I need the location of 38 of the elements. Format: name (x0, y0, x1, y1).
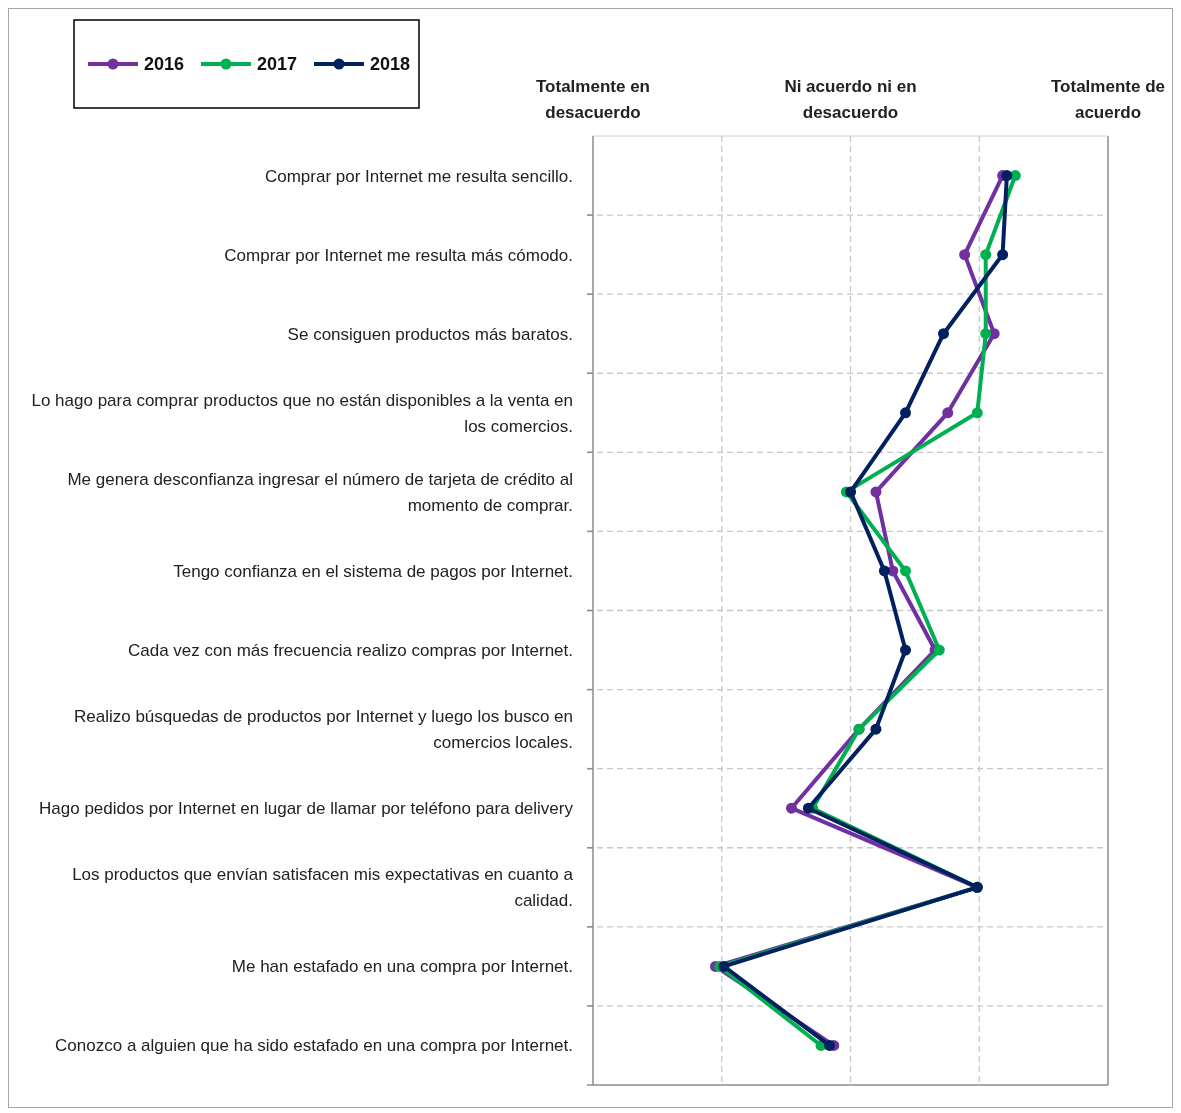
point (980, 328, 992, 340)
y-tick-label: Me genera desconfianza ingresar el número de tarjeta de crédito al momento de comprar. (67, 469, 573, 515)
y-tick-label: Me han estafado en una compra por Internet. (231, 957, 573, 977)
text: Totalmente de acuerdo (1051, 77, 1165, 122)
point (959, 249, 971, 261)
point (980, 249, 992, 261)
point (785, 802, 797, 814)
text: Ni acuerdo ni en desacuerdo (784, 77, 917, 122)
point (870, 486, 882, 498)
point (823, 1039, 835, 1051)
point (971, 407, 983, 419)
point (718, 960, 730, 972)
point (942, 407, 954, 419)
point (802, 802, 814, 814)
point (900, 407, 911, 419)
y-tick-label: Realizo búsquedas de productos por Internet y luego los busco en comercios locales. (74, 707, 573, 753)
point (1001, 170, 1013, 182)
y-tick-label: Hago pedidos por Internet en lugar de llamar por teléfono para delivery (39, 799, 574, 819)
point (870, 723, 882, 735)
y-tick-label: Cada vez con más frecuencia realizo compras por Internet. (127, 641, 573, 661)
y-tick-label: Se consiguen productos más baratos. (287, 324, 573, 344)
y-tick-label: Comprar por Internet me resulta sencillo. (264, 166, 573, 186)
point (938, 328, 950, 340)
point (997, 249, 1009, 261)
text: Totalmente en desacuerdo (536, 77, 650, 122)
y-tick-label: Conozco a alguien que ha sido estafado en una compra por Internet. (55, 1036, 573, 1056)
point (900, 565, 911, 577)
legend-label: 2018 (370, 54, 411, 74)
y-tick-label: Lo hago para comprar productos que no están disponibles a la venta en los comercios. (31, 390, 573, 436)
y-tick-label: Comprar por Internet me resulta más cómodo. (224, 245, 573, 265)
y-tick-label: Tengo confianza en el sistema de pagos por Internet. (173, 561, 573, 581)
legend-label: 2016 (144, 54, 185, 74)
point (845, 486, 857, 498)
point (878, 565, 890, 577)
y-tick-label: Los productos que envían satisfacen mis expectativas en cuanto a calidad. (72, 865, 574, 911)
legend-label: 2017 (257, 54, 298, 74)
point (933, 644, 945, 656)
point (900, 644, 911, 656)
